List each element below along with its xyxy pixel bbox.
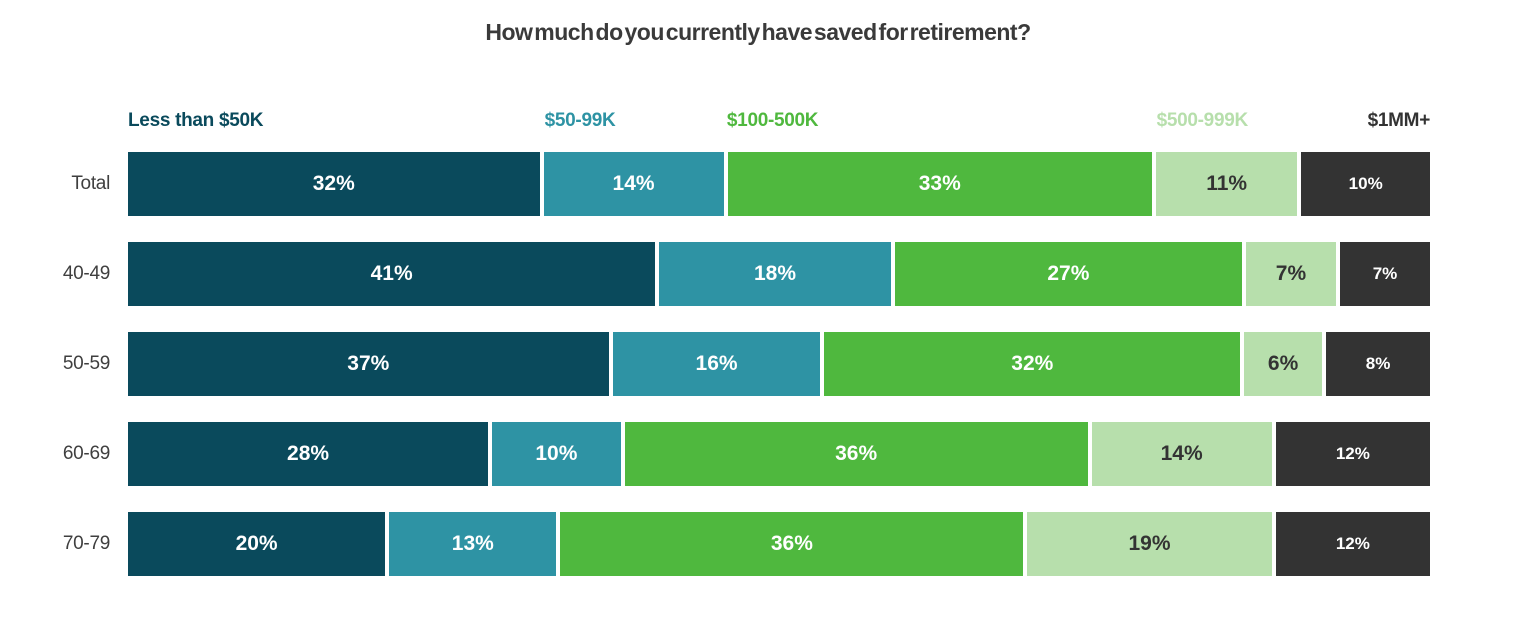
segment-value-label: 12% xyxy=(1335,534,1370,553)
legend-item: $100-500K xyxy=(726,110,819,131)
bar-segment: 36% xyxy=(560,512,1024,576)
segment-value-label: 14% xyxy=(1160,442,1203,465)
bar-segment: 20% xyxy=(128,512,386,576)
segment-value-label: 10% xyxy=(535,442,578,465)
bar-segment: 12% xyxy=(1275,422,1430,486)
segment-value-label: 14% xyxy=(612,172,655,195)
row-label: Total xyxy=(71,173,110,194)
bar-row: Total 32% 14% 33% 11% 10% xyxy=(0,152,1430,216)
bar-segment: 10% xyxy=(1301,152,1430,216)
segment-value-label: 37% xyxy=(347,352,390,375)
bar-segment: 8% xyxy=(1326,332,1430,396)
bar-segment: 28% xyxy=(128,422,489,486)
bar-segment: 32% xyxy=(824,332,1241,396)
segment-value-label: 36% xyxy=(770,532,813,555)
segment-value-label: 11% xyxy=(1206,172,1248,195)
bar-stack: 32% 14% 33% 11% 10% xyxy=(128,152,1430,216)
segment-value-label: 33% xyxy=(918,172,961,195)
stacked-bar-chart: Less than $50K $50-99K $100-500K $500-999K $… xyxy=(0,104,1430,576)
bar-stack: 41% 18% 27% 7% 7% xyxy=(128,242,1430,306)
segment-value-label: 18% xyxy=(753,262,797,285)
legend-item: $50-99K xyxy=(544,110,616,131)
segment-value-label: 8% xyxy=(1365,354,1391,373)
segment-value-label: 32% xyxy=(1011,352,1054,375)
bar-segment: 10% xyxy=(492,422,621,486)
segment-value-label: 16% xyxy=(695,352,738,375)
legend-item: Less than $50K xyxy=(128,110,264,131)
bar-segment: 27% xyxy=(894,242,1242,306)
segment-value-label: 41% xyxy=(370,262,413,285)
segment-value-label: 13% xyxy=(451,532,494,555)
chart-title: How much do you currently have saved for… xyxy=(485,19,1031,45)
legend: Less than $50K $50-99K $100-500K $500-999K $… xyxy=(128,104,1430,136)
bar-stack: 28% 10% 36% 14% 12% xyxy=(128,422,1430,486)
bar-segment: 14% xyxy=(1091,422,1272,486)
bar-row: 70-79 20% 13% 36% 19% 12% xyxy=(0,512,1430,576)
segment-value-label: 6% xyxy=(1267,352,1299,375)
bar-segment: 33% xyxy=(727,152,1152,216)
bar-rows: Total 32% 14% 33% 11% 10% 40-49 41% 18% 27% 7% 7% 50… xyxy=(0,152,1430,576)
row-label: 40-49 xyxy=(62,263,110,284)
segment-value-label: 27% xyxy=(1047,262,1090,285)
segment-value-label: 28% xyxy=(287,442,330,465)
bar-segment: 14% xyxy=(543,152,724,216)
bar-segment: 11% xyxy=(1155,152,1298,216)
bar-segment: 32% xyxy=(128,152,540,216)
bar-segment: 13% xyxy=(389,512,557,576)
bar-segment: 36% xyxy=(624,422,1088,486)
segment-value-label: 10% xyxy=(1348,174,1383,193)
row-label: 70-79 xyxy=(62,533,110,554)
segment-value-label: 19% xyxy=(1128,532,1171,555)
legend-item: $1MM+ xyxy=(1367,110,1431,131)
bar-segment: 41% xyxy=(128,242,656,306)
bar-segment: 37% xyxy=(128,332,609,396)
segment-value-label: 20% xyxy=(235,532,278,555)
bar-segment: 16% xyxy=(612,332,821,396)
segment-value-label: 36% xyxy=(835,442,878,465)
row-label: 50-59 xyxy=(62,353,110,374)
segment-value-label: 12% xyxy=(1335,444,1370,463)
bar-segment: 18% xyxy=(659,242,891,306)
bar-segment: 19% xyxy=(1027,512,1272,576)
legend-item: $500-999K xyxy=(1156,110,1249,131)
row-label: 60-69 xyxy=(62,443,110,464)
bar-segment: 6% xyxy=(1244,332,1323,396)
segment-value-label: 32% xyxy=(312,172,355,195)
bar-segment: 12% xyxy=(1275,512,1430,576)
bar-segment: 7% xyxy=(1339,242,1430,306)
segment-value-label: 7% xyxy=(1275,262,1307,285)
segment-value-label: 7% xyxy=(1372,264,1398,283)
bar-stack: 37% 16% 32% 6% 8% xyxy=(128,332,1430,396)
bar-stack: 20% 13% 36% 19% 12% xyxy=(128,512,1430,576)
bar-segment: 7% xyxy=(1245,242,1336,306)
bar-row: 50-59 37% 16% 32% 6% 8% xyxy=(0,332,1430,396)
bar-row: 40-49 41% 18% 27% 7% 7% xyxy=(0,242,1430,306)
bar-row: 60-69 28% 10% 36% 14% 12% xyxy=(0,422,1430,486)
